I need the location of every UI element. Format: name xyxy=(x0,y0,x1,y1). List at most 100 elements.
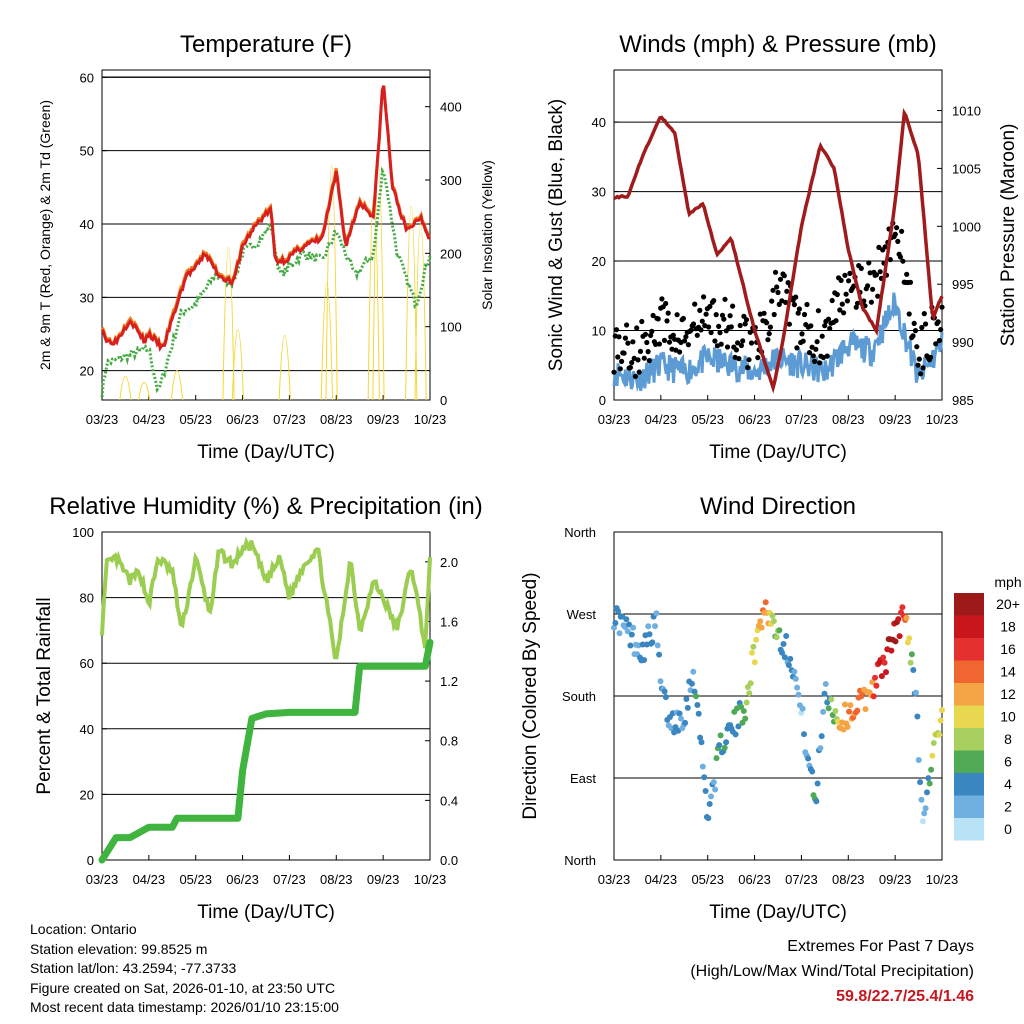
gust-point xyxy=(737,322,743,329)
x-axis-title: Time (Day/UTC) xyxy=(197,442,335,463)
gust-point xyxy=(653,341,659,347)
colorbar-swatch xyxy=(954,683,984,706)
x-tick-label: 08/23 xyxy=(832,412,865,427)
x-axis-title: Time (Day/UTC) xyxy=(709,442,847,463)
gust-point xyxy=(635,357,641,363)
wind-direction-point xyxy=(713,755,720,762)
wind-direction-point xyxy=(813,798,820,805)
gust-point xyxy=(825,316,832,322)
wind-direction-point xyxy=(792,675,799,682)
wind-direction-point xyxy=(883,669,889,676)
gust-point xyxy=(677,349,683,355)
gust-point xyxy=(783,299,789,305)
wind-direction-point xyxy=(779,649,786,656)
gust-point xyxy=(916,356,922,362)
gust-point xyxy=(906,311,912,317)
humidity-precip-panel: Relative Humidity (%) & Precipitation (i… xyxy=(34,493,483,923)
wind-direction-point xyxy=(918,796,925,803)
gust-point xyxy=(629,360,635,366)
y2-axis-title: Solar Insolation (Yellow) xyxy=(479,160,495,310)
chart-title: Temperature (F) xyxy=(180,31,352,58)
wind-direction-point xyxy=(888,647,895,654)
wind-direction-point xyxy=(757,618,764,625)
gust-point xyxy=(688,327,694,333)
wind-direction-point xyxy=(895,616,902,623)
gust-point xyxy=(777,276,784,282)
gust-point xyxy=(642,331,649,337)
gust-point xyxy=(619,358,625,364)
gust-point xyxy=(844,298,851,304)
gust-point xyxy=(841,310,847,316)
gust-point xyxy=(804,301,810,308)
wind-direction-point xyxy=(907,659,914,666)
wind-direction-point xyxy=(645,623,652,630)
gust-point xyxy=(784,288,790,294)
colorbar-label: 4 xyxy=(1004,776,1012,792)
wind-direction-point xyxy=(781,654,788,661)
y-tick-label: 60 xyxy=(80,656,94,671)
gust-point xyxy=(877,269,883,275)
gust-point xyxy=(786,321,793,327)
y-tick-label: 40 xyxy=(80,722,94,737)
wind-direction-point xyxy=(732,731,739,738)
gust-point xyxy=(649,328,655,334)
dewpoint-series-line xyxy=(100,166,432,398)
wind-direction-point xyxy=(825,705,832,712)
gust-point xyxy=(892,231,898,237)
gust-point xyxy=(646,358,652,364)
gust-point xyxy=(919,324,925,331)
wind-direction-panel: Wind Direction 03/23 04/23 05/23 06/23 07/23 0… xyxy=(520,493,1022,923)
y2-tick-label: 1.2 xyxy=(440,674,458,689)
gust-point xyxy=(645,349,651,355)
gust-point xyxy=(680,315,687,322)
y2-tick-label: 2.0 xyxy=(440,555,458,570)
wind-direction-point xyxy=(716,742,723,749)
wind-direction-point xyxy=(937,717,944,724)
gust-point xyxy=(911,320,917,326)
gust-point xyxy=(771,311,777,318)
wind-direction-point xyxy=(919,818,926,825)
x-tick-label: 09/23 xyxy=(367,872,400,887)
gust-point xyxy=(641,355,647,361)
gust-point xyxy=(655,316,661,322)
wind-direction-point xyxy=(723,739,730,746)
gust-point xyxy=(933,341,939,347)
gust-point xyxy=(895,238,901,244)
wind-direction-point xyxy=(878,673,885,680)
gust-point xyxy=(837,307,843,313)
y2-tick-label: 995 xyxy=(952,277,974,292)
gust-point xyxy=(742,321,748,327)
gust-point xyxy=(812,358,818,364)
gust-point xyxy=(698,327,704,333)
y-tick-label: 60 xyxy=(80,70,94,85)
y2-tick-label: 0.8 xyxy=(440,734,458,749)
gust-point xyxy=(853,304,859,310)
wind-direction-point xyxy=(652,623,658,630)
gust-point xyxy=(621,350,627,356)
y-tick-label: West xyxy=(567,607,597,622)
wind-direction-point xyxy=(699,763,706,770)
colorbar-swatch xyxy=(954,660,984,683)
gust-point xyxy=(867,270,873,276)
wind-direction-point xyxy=(682,719,689,726)
wind-direction-point xyxy=(708,793,714,800)
wind-direction-point xyxy=(662,694,669,701)
x-tick-label: 07/23 xyxy=(785,412,818,427)
wind-direction-point xyxy=(791,668,798,675)
x-tick-label: 09/23 xyxy=(879,872,912,887)
wind-direction-point xyxy=(794,684,801,691)
wind-direction-point xyxy=(657,678,664,685)
x-tick-label: 03/23 xyxy=(598,412,631,427)
gust-point xyxy=(808,323,814,329)
gust-point xyxy=(904,271,910,277)
colorbar-swatch xyxy=(954,818,984,841)
chart-title: Winds (mph) & Pressure (mb) xyxy=(619,31,936,58)
wind-direction-point xyxy=(693,693,699,700)
wind-direction-point xyxy=(710,779,717,786)
wind-direction-point xyxy=(697,734,704,741)
gust-point xyxy=(765,337,771,343)
latlon-text: Station lat/lon: 43.2594; -77.3733 xyxy=(30,960,237,976)
wind-direction-point xyxy=(799,705,806,712)
wind-direction-point xyxy=(630,624,637,631)
temperature-panel: Temperature (F) 03/23 04/23 05/23 06/23 07/23… xyxy=(37,31,495,463)
